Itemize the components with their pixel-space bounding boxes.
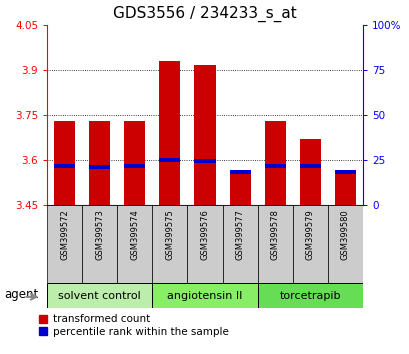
Text: GSM399576: GSM399576 — [200, 209, 209, 260]
Text: GSM399574: GSM399574 — [130, 209, 139, 260]
Text: GSM399579: GSM399579 — [305, 209, 314, 260]
Text: GSM399578: GSM399578 — [270, 209, 279, 260]
Bar — [327, 205, 362, 283]
Bar — [229, 170, 250, 174]
Bar — [47, 283, 152, 308]
Bar — [159, 61, 180, 205]
Bar — [264, 121, 285, 205]
Bar — [124, 121, 145, 205]
Bar — [264, 164, 285, 168]
Text: agent: agent — [4, 288, 38, 301]
Bar — [152, 205, 187, 283]
Bar — [222, 205, 257, 283]
Bar — [194, 65, 215, 205]
Text: GSM399580: GSM399580 — [340, 209, 349, 260]
Bar — [292, 205, 327, 283]
Text: torcetrapib: torcetrapib — [279, 291, 340, 301]
Bar — [82, 205, 117, 283]
Bar — [54, 164, 75, 168]
Legend: transformed count, percentile rank within the sample: transformed count, percentile rank withi… — [38, 313, 229, 338]
Text: GSM399572: GSM399572 — [60, 209, 69, 260]
Bar — [159, 158, 180, 162]
Text: solvent control: solvent control — [58, 291, 141, 301]
Bar — [152, 283, 257, 308]
Bar — [124, 164, 145, 168]
Title: GDS3556 / 234233_s_at: GDS3556 / 234233_s_at — [113, 6, 296, 22]
Bar — [334, 171, 355, 205]
Bar — [89, 121, 110, 205]
Bar — [117, 205, 152, 283]
Text: GSM399577: GSM399577 — [235, 209, 244, 260]
Text: angiotensin II: angiotensin II — [167, 291, 242, 301]
Text: GSM399575: GSM399575 — [165, 209, 174, 260]
Bar — [299, 139, 320, 205]
Bar — [334, 170, 355, 174]
Bar — [54, 121, 75, 205]
Bar — [187, 205, 222, 283]
Bar — [47, 205, 82, 283]
Bar — [299, 164, 320, 168]
Bar — [89, 165, 110, 169]
Bar — [257, 205, 292, 283]
Bar — [229, 174, 250, 205]
Bar — [257, 283, 362, 308]
Text: GSM399573: GSM399573 — [95, 209, 104, 260]
Bar — [194, 159, 215, 163]
